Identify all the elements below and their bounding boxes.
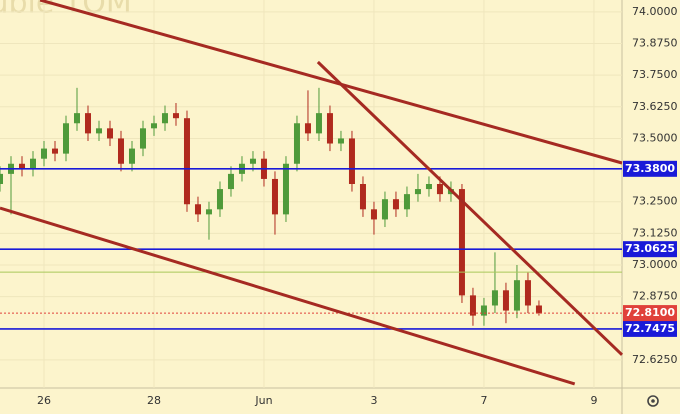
candle-body: [0, 173, 3, 185]
y-tick-label: 73.0000: [632, 258, 678, 271]
candle-body: [139, 128, 146, 149]
candle-body: [128, 148, 135, 164]
candle-body: [161, 113, 168, 124]
gear-hub[interactable]: [651, 399, 655, 403]
x-tick-label: 9: [590, 394, 597, 407]
candle-body: [150, 123, 157, 129]
candle-body: [469, 295, 476, 316]
candle-body: [117, 138, 124, 164]
candle-body: [381, 199, 388, 220]
price-label-box: [623, 241, 677, 258]
candle-body: [304, 123, 311, 134]
price-label-box: [623, 160, 677, 177]
candle-body: [194, 204, 201, 215]
price-label: 72.7475: [625, 322, 675, 335]
candle-body: [249, 158, 256, 164]
candle-body: [227, 173, 234, 190]
gear[interactable]: [647, 395, 659, 407]
candle-body: [282, 163, 289, 215]
candle-body: [29, 158, 36, 169]
candle-body: [513, 280, 520, 311]
candle-body: [40, 148, 47, 159]
y-tick-label: 73.8750: [632, 37, 678, 50]
candle-body: [370, 209, 377, 220]
x-tick-label: 7: [480, 394, 487, 407]
candle-body: [337, 138, 344, 144]
y-tick-label: 73.2500: [632, 195, 678, 208]
candle-body: [480, 305, 487, 316]
watermark: Ruble TOM: [0, 0, 132, 21]
y-tick-label: 72.6250: [632, 353, 678, 366]
candle-body: [106, 128, 113, 139]
candle-body: [205, 209, 212, 215]
candle-body: [62, 123, 69, 154]
candle-body: [326, 113, 333, 144]
candle-body: [18, 163, 25, 169]
x-tick-label: 28: [147, 394, 161, 407]
y-tick-label: 72.8750: [632, 290, 678, 303]
x-tick-label: 3: [370, 394, 377, 407]
candle-body: [293, 123, 300, 164]
x-tick-label: 26: [37, 394, 51, 407]
candle-body: [392, 199, 399, 210]
settings-icon[interactable]: [647, 395, 659, 407]
candle-body: [216, 189, 223, 210]
y-tick-label: 73.6250: [632, 100, 678, 113]
trend-line: [316, 60, 624, 356]
price-label: 72.8100: [625, 306, 675, 319]
candle-body: [491, 290, 498, 306]
y-tick-label: 73.5000: [632, 131, 678, 144]
price-label-box: [623, 305, 677, 322]
candle-body: [359, 184, 366, 210]
candle-body: [95, 128, 102, 134]
y-tick-label: 74.0000: [632, 5, 678, 18]
candle-body: [414, 189, 421, 195]
candle-body: [271, 178, 278, 215]
candle-body: [535, 305, 542, 314]
candle-body: [172, 113, 179, 119]
candle-body: [84, 113, 91, 134]
trend-line: [39, 0, 623, 165]
candle-body: [425, 184, 432, 190]
trend-line: [0, 206, 576, 386]
candle-body: [403, 194, 410, 210]
candle-body: [458, 189, 465, 296]
price-label: 73.0625: [625, 242, 675, 255]
x-tick-label: Jun: [254, 394, 272, 407]
candle-body: [348, 138, 355, 185]
candle-body: [73, 113, 80, 124]
candle-body: [315, 113, 322, 134]
price-label: 73.3800: [625, 162, 675, 175]
candle-body: [51, 148, 58, 154]
candle-body: [436, 184, 443, 195]
candle-body: [183, 118, 190, 205]
y-tick-label: 73.1250: [632, 226, 678, 239]
candle-body: [524, 280, 531, 306]
price-label-box: [623, 320, 677, 337]
y-tick-label: 73.7500: [632, 68, 678, 81]
candle-body: [502, 290, 509, 311]
